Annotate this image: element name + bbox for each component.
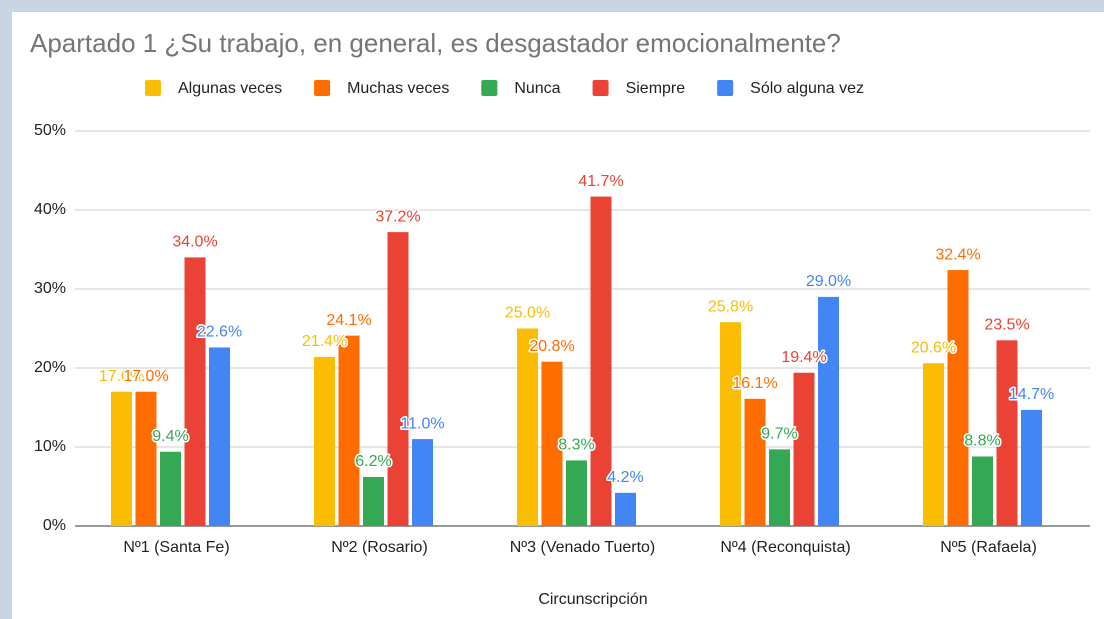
bar bbox=[947, 270, 969, 526]
data-label: 24.1% bbox=[326, 312, 371, 329]
bar bbox=[972, 456, 993, 526]
bar bbox=[387, 232, 409, 526]
data-label: 25.8% bbox=[708, 298, 753, 315]
bar bbox=[314, 356, 335, 526]
bar bbox=[111, 391, 132, 526]
bar bbox=[517, 328, 538, 526]
data-label: 8.8% bbox=[964, 433, 1000, 450]
bar bbox=[338, 335, 360, 526]
bar bbox=[590, 196, 612, 526]
data-label: 11.0% bbox=[400, 415, 444, 432]
legend-label: Algunas veces bbox=[178, 80, 282, 97]
x-tick-label: Nº4 (Reconquista) bbox=[720, 539, 850, 556]
bar bbox=[793, 372, 815, 526]
x-tick-label: Nº3 (Venado Tuerto) bbox=[510, 539, 655, 556]
x-tick-label: Nº2 (Rosario) bbox=[331, 539, 428, 556]
bar bbox=[412, 439, 433, 526]
y-tick-label: 40% bbox=[34, 201, 66, 218]
data-label: 17.0% bbox=[99, 368, 144, 385]
data-label: 6.2% bbox=[355, 453, 391, 470]
legend-swatch bbox=[592, 80, 609, 96]
bar bbox=[541, 361, 563, 526]
bar bbox=[184, 257, 206, 526]
x-axis-title: Circunscripción bbox=[538, 591, 647, 608]
y-tick-label: 50% bbox=[34, 122, 66, 139]
bar bbox=[135, 391, 157, 526]
data-label: 21.4% bbox=[302, 333, 347, 350]
bar bbox=[615, 492, 636, 526]
data-label: 32.4% bbox=[935, 246, 980, 263]
bar bbox=[566, 460, 587, 526]
bar bbox=[1021, 409, 1042, 526]
chart-title: Apartado 1 ¿Su trabajo, en general, es d… bbox=[30, 28, 841, 58]
data-label: 20.6% bbox=[911, 339, 956, 356]
data-label: 34.0% bbox=[172, 234, 217, 251]
x-tick-label: Nº5 (Rafaela) bbox=[940, 539, 1037, 556]
data-label: 8.3% bbox=[558, 437, 594, 454]
data-label: 20.8% bbox=[529, 338, 574, 355]
bar bbox=[720, 322, 741, 526]
bar bbox=[209, 347, 230, 526]
data-label: 29.0% bbox=[806, 273, 851, 290]
y-tick-label: 10% bbox=[34, 438, 66, 455]
bar bbox=[996, 340, 1018, 526]
data-label: 37.2% bbox=[375, 208, 420, 225]
data-label: 22.6% bbox=[197, 324, 242, 341]
bar bbox=[769, 449, 790, 526]
y-tick-label: 30% bbox=[34, 280, 66, 297]
data-label: 19.4% bbox=[781, 349, 826, 366]
legend-swatch bbox=[145, 80, 161, 96]
legend-label: Nunca bbox=[514, 80, 560, 97]
legend-label: Siempre bbox=[626, 80, 686, 97]
data-label: 16.1% bbox=[732, 375, 777, 392]
y-tick-label: 20% bbox=[34, 359, 66, 376]
chart-background bbox=[12, 12, 1104, 619]
legend-label: Muchas veces bbox=[347, 80, 449, 97]
bar bbox=[160, 451, 181, 526]
bar bbox=[923, 363, 944, 526]
data-label: 17.0% bbox=[123, 368, 168, 385]
bar bbox=[363, 477, 384, 526]
legend-swatch bbox=[717, 80, 734, 96]
data-label: 14.7% bbox=[1009, 386, 1054, 403]
y-tick-label: 0% bbox=[43, 517, 66, 534]
data-label: 25.0% bbox=[505, 305, 550, 322]
x-tick-label: Nº1 (Santa Fe) bbox=[123, 539, 229, 556]
data-label: 41.7% bbox=[578, 173, 623, 190]
data-label: 9.7% bbox=[761, 426, 797, 443]
bar bbox=[818, 296, 839, 526]
data-label: 9.4% bbox=[152, 428, 188, 445]
legend-swatch bbox=[481, 80, 498, 96]
legend-swatch bbox=[314, 80, 331, 96]
bar bbox=[744, 398, 766, 526]
legend-label: Sólo alguna vez bbox=[750, 80, 864, 97]
data-label: 4.2% bbox=[607, 469, 643, 486]
data-label: 23.5% bbox=[984, 317, 1029, 334]
